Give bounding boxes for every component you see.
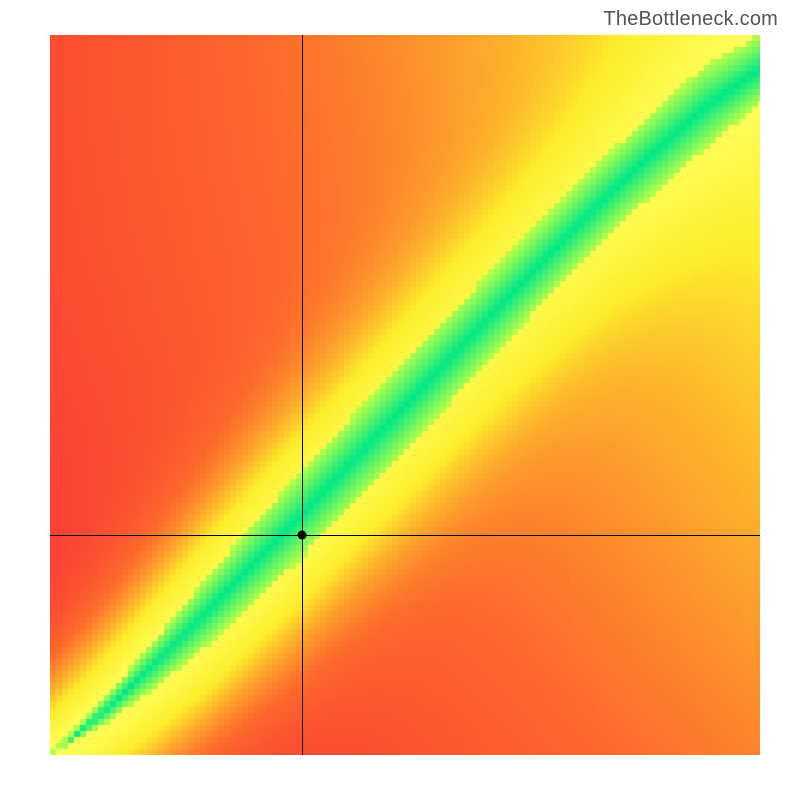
heatmap-plot <box>50 35 760 755</box>
heatmap-canvas <box>50 35 760 755</box>
crosshair-vertical <box>302 35 303 755</box>
crosshair-marker <box>298 531 307 540</box>
chart-container: TheBottleneck.com <box>0 0 800 800</box>
crosshair-horizontal <box>50 535 760 536</box>
watermark-text: TheBottleneck.com <box>603 8 778 31</box>
